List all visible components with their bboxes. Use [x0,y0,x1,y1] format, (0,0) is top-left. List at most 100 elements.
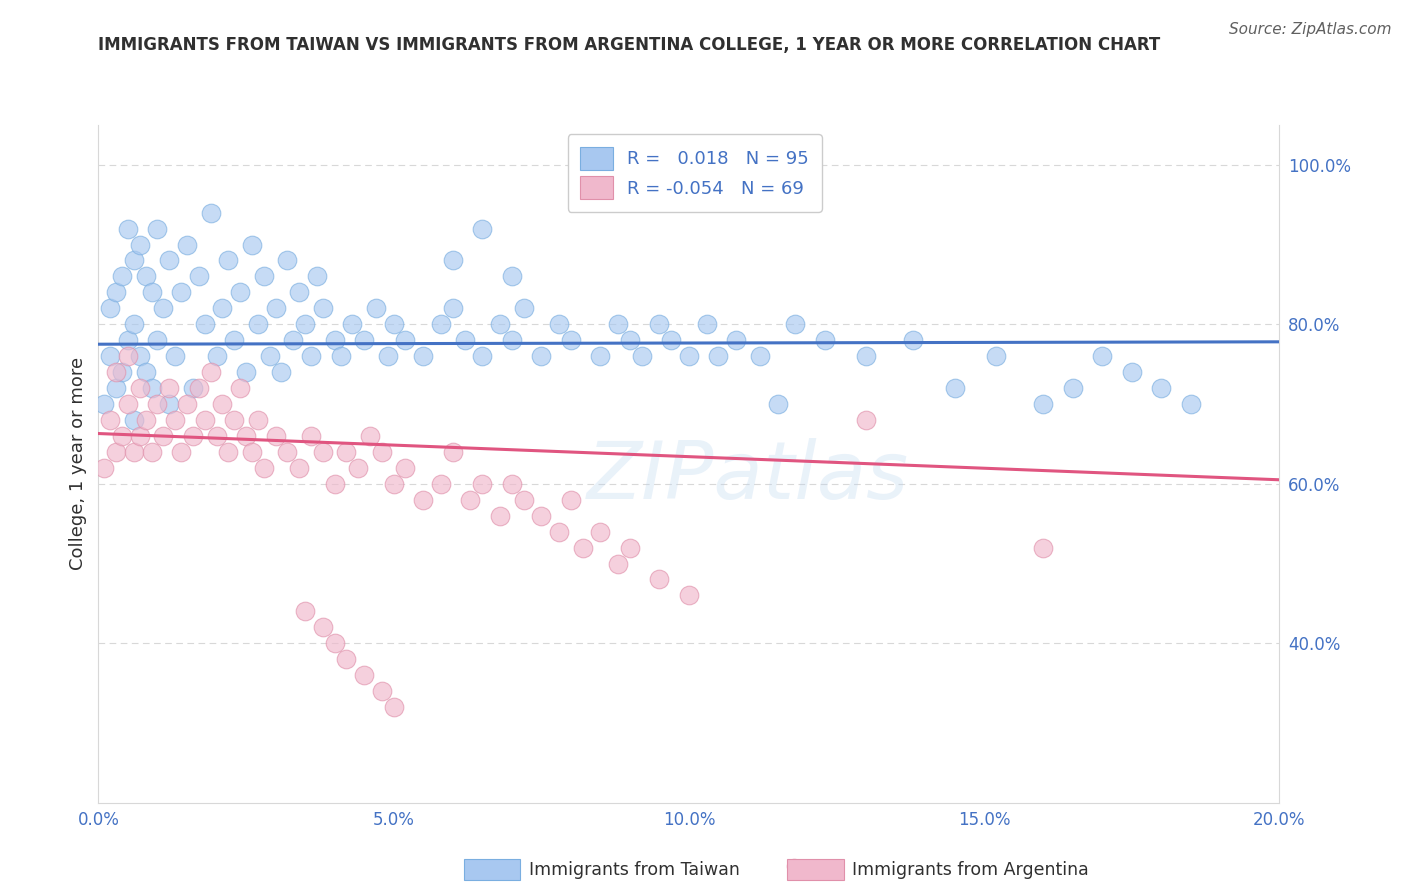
Point [194,413,217,427]
Point [105,445,128,459]
Point [305,269,328,284]
Point [1150,381,1173,395]
Point [105,285,128,300]
Point [146,333,169,347]
Point [200,365,222,379]
Point [288,460,311,475]
Point [696,318,718,332]
Point [512,301,534,316]
Point [217,253,239,268]
Point [984,349,1007,363]
Point [128,381,150,395]
Point [270,365,292,379]
Point [441,445,464,459]
Point [122,253,145,268]
Point [748,349,770,363]
Point [276,253,298,268]
Point [489,508,512,523]
Point [194,318,217,332]
Point [264,301,287,316]
Point [501,269,523,284]
Text: Immigrants from Argentina: Immigrants from Argentina [852,861,1088,879]
Point [471,349,494,363]
Point [276,445,298,459]
Point [329,349,352,363]
Point [98,413,121,427]
Point [430,476,453,491]
Point [117,349,139,363]
Point [471,476,494,491]
Point [135,269,157,284]
Point [181,429,204,443]
Point [299,349,322,363]
Point [430,318,453,332]
Point [903,333,925,347]
Point [205,349,228,363]
Point [814,333,837,347]
Point [1091,349,1114,363]
Point [299,429,322,443]
Point [394,333,416,347]
Point [165,413,187,427]
Point [359,429,381,443]
Point [141,381,163,395]
Point [235,365,257,379]
Point [294,318,316,332]
Point [630,349,652,363]
Point [571,541,593,555]
Point [157,397,180,411]
Point [122,413,145,427]
Point [560,492,582,507]
Point [589,524,612,539]
Text: ZIPatlas: ZIPatlas [586,438,910,516]
Point [170,285,193,300]
Point [294,604,316,618]
Point [560,333,582,347]
Point [246,318,269,332]
Point [141,445,163,459]
Point [648,318,671,332]
Point [512,492,534,507]
Point [157,253,180,268]
Point [235,429,257,443]
Point [382,318,405,332]
Point [855,413,877,427]
Point [200,205,222,219]
Point [98,349,121,363]
Point [453,333,475,347]
Text: Immigrants from Taiwan: Immigrants from Taiwan [529,861,740,879]
Point [1032,397,1054,411]
Point [224,333,246,347]
Point [229,285,252,300]
Point [128,429,150,443]
Text: Source: ZipAtlas.com: Source: ZipAtlas.com [1229,22,1392,37]
Point [253,460,276,475]
Point [253,269,276,284]
Point [501,333,523,347]
Point [548,524,571,539]
Point [382,700,405,714]
Point [1180,397,1202,411]
Point [1032,541,1054,555]
Point [353,668,375,682]
Point [335,652,357,666]
Point [619,541,641,555]
Point [353,333,375,347]
Point [441,253,464,268]
Legend: R =   0.018   N = 95, R = -0.054   N = 69: R = 0.018 N = 95, R = -0.054 N = 69 [568,134,821,212]
Point [176,397,198,411]
Point [1062,381,1084,395]
Point [619,333,641,347]
Point [211,397,233,411]
Point [342,318,364,332]
Point [146,221,169,235]
Point [93,397,115,411]
Point [783,859,806,873]
Point [323,636,346,650]
Point [264,429,287,443]
Point [382,476,405,491]
Point [501,476,523,491]
Point [489,318,512,332]
Point [412,492,434,507]
Point [152,429,174,443]
